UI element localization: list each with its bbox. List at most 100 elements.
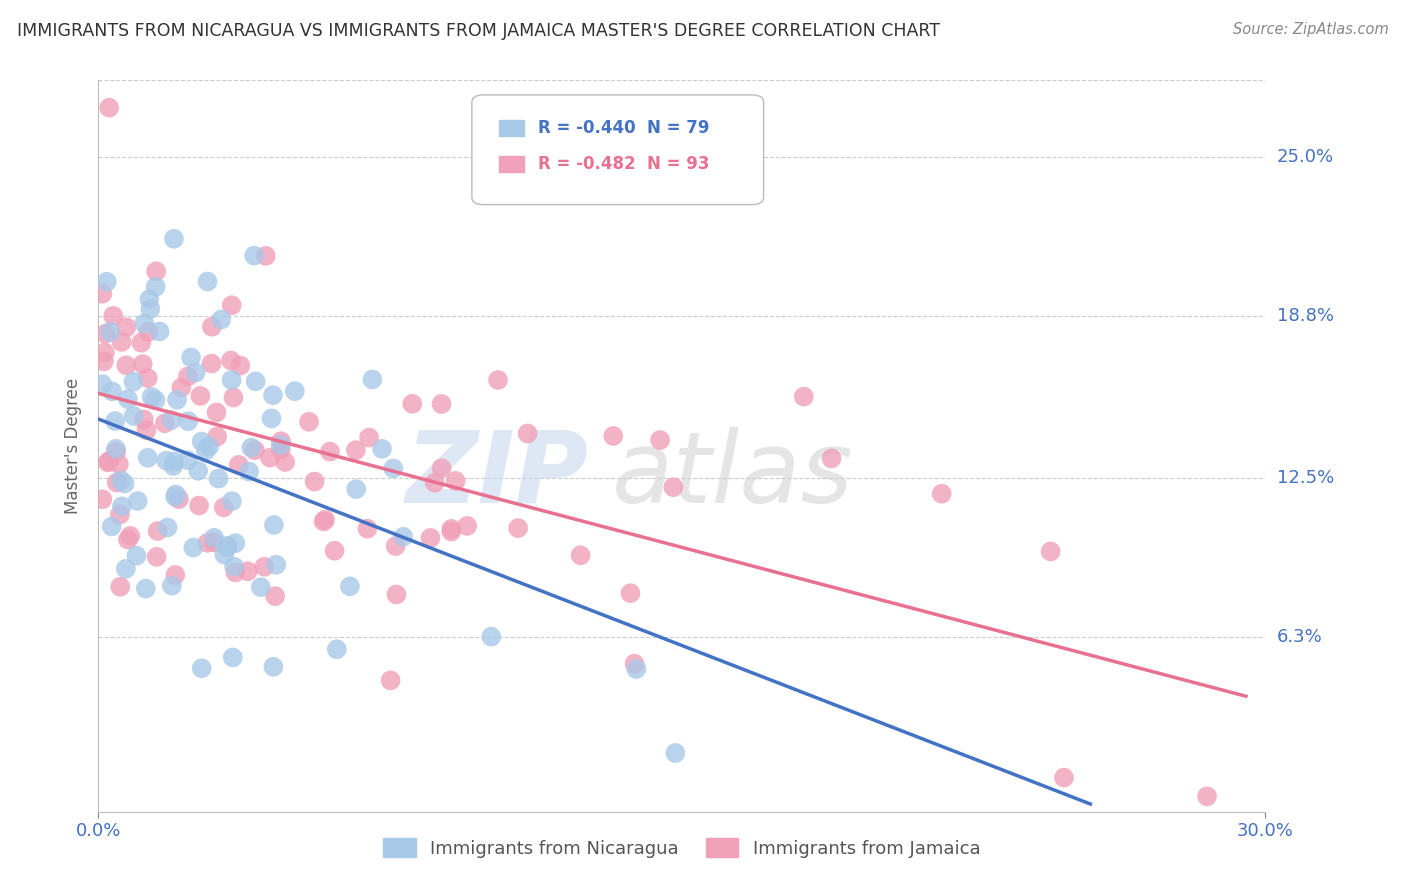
Point xyxy=(176,453,198,467)
Point xyxy=(136,371,159,385)
Point xyxy=(184,366,207,380)
Point xyxy=(117,533,139,547)
Point xyxy=(136,450,159,465)
Point xyxy=(793,390,815,404)
Point xyxy=(138,292,160,306)
Point xyxy=(304,475,326,489)
Point xyxy=(1195,789,1218,804)
Point xyxy=(221,373,243,387)
Point xyxy=(135,582,157,596)
Point xyxy=(145,549,167,564)
Point xyxy=(146,524,169,538)
Point xyxy=(207,472,229,486)
Text: Source: ZipAtlas.com: Source: ZipAtlas.com xyxy=(1233,22,1389,37)
Point xyxy=(385,587,408,601)
Point xyxy=(93,354,115,368)
Point xyxy=(222,650,245,665)
Point xyxy=(456,519,478,533)
Text: R = -0.482: R = -0.482 xyxy=(538,155,636,173)
Point xyxy=(219,353,242,368)
Point xyxy=(165,487,187,501)
Point xyxy=(91,492,114,507)
Point xyxy=(1053,771,1076,785)
Point xyxy=(132,412,155,426)
Point xyxy=(619,586,641,600)
Point xyxy=(221,494,243,508)
Point xyxy=(222,391,245,405)
Point xyxy=(120,529,142,543)
Point xyxy=(215,541,238,555)
Point xyxy=(162,458,184,473)
Point xyxy=(217,539,239,553)
Point xyxy=(125,549,148,563)
Point xyxy=(229,359,252,373)
Point xyxy=(312,515,335,529)
Point xyxy=(221,298,243,312)
Point xyxy=(98,325,121,339)
Point xyxy=(254,249,277,263)
Point xyxy=(166,392,188,407)
Point xyxy=(131,335,153,350)
Point xyxy=(392,530,415,544)
Point xyxy=(228,458,250,472)
Point xyxy=(167,492,190,507)
Point xyxy=(212,548,235,562)
Point xyxy=(263,518,285,533)
Text: N = 93: N = 93 xyxy=(647,155,710,173)
Point xyxy=(160,413,183,427)
Point xyxy=(820,451,842,466)
Point xyxy=(240,441,263,455)
Point xyxy=(382,461,405,475)
Point xyxy=(262,660,284,674)
Point xyxy=(245,375,267,389)
Point xyxy=(486,373,509,387)
Point xyxy=(664,746,686,760)
Text: 12.5%: 12.5% xyxy=(1277,469,1334,487)
Text: 6.3%: 6.3% xyxy=(1277,628,1322,646)
Point xyxy=(602,429,624,443)
Point xyxy=(180,351,202,365)
Point xyxy=(117,392,139,406)
Point xyxy=(165,490,187,504)
Point xyxy=(202,531,225,545)
Point xyxy=(339,579,361,593)
Point xyxy=(479,630,502,644)
Point xyxy=(127,494,149,508)
Point xyxy=(190,661,212,675)
Point xyxy=(270,434,292,449)
Point xyxy=(319,444,342,458)
Point xyxy=(274,455,297,469)
Point xyxy=(153,416,176,430)
Point xyxy=(430,397,453,411)
Point xyxy=(371,442,394,456)
Point xyxy=(194,443,217,458)
Point xyxy=(662,480,685,494)
Point xyxy=(108,457,131,471)
Point xyxy=(508,521,530,535)
Point xyxy=(110,474,132,488)
Point xyxy=(384,539,406,553)
Point xyxy=(270,442,292,457)
Point xyxy=(298,415,321,429)
Point xyxy=(357,431,380,445)
Point xyxy=(224,566,246,580)
Point xyxy=(110,580,132,594)
Point xyxy=(262,388,284,402)
Point xyxy=(111,500,134,514)
Point xyxy=(356,522,378,536)
Point xyxy=(115,320,138,334)
Point xyxy=(134,317,156,331)
Point xyxy=(516,426,538,441)
Point xyxy=(260,411,283,425)
Point xyxy=(145,392,167,407)
Point xyxy=(401,397,423,411)
Point xyxy=(160,579,183,593)
Point xyxy=(224,559,246,574)
Point xyxy=(188,499,211,513)
Point xyxy=(155,453,177,467)
Point xyxy=(122,409,145,423)
Point xyxy=(380,673,402,688)
Point xyxy=(103,309,125,323)
Point xyxy=(98,101,121,115)
Point xyxy=(326,642,349,657)
